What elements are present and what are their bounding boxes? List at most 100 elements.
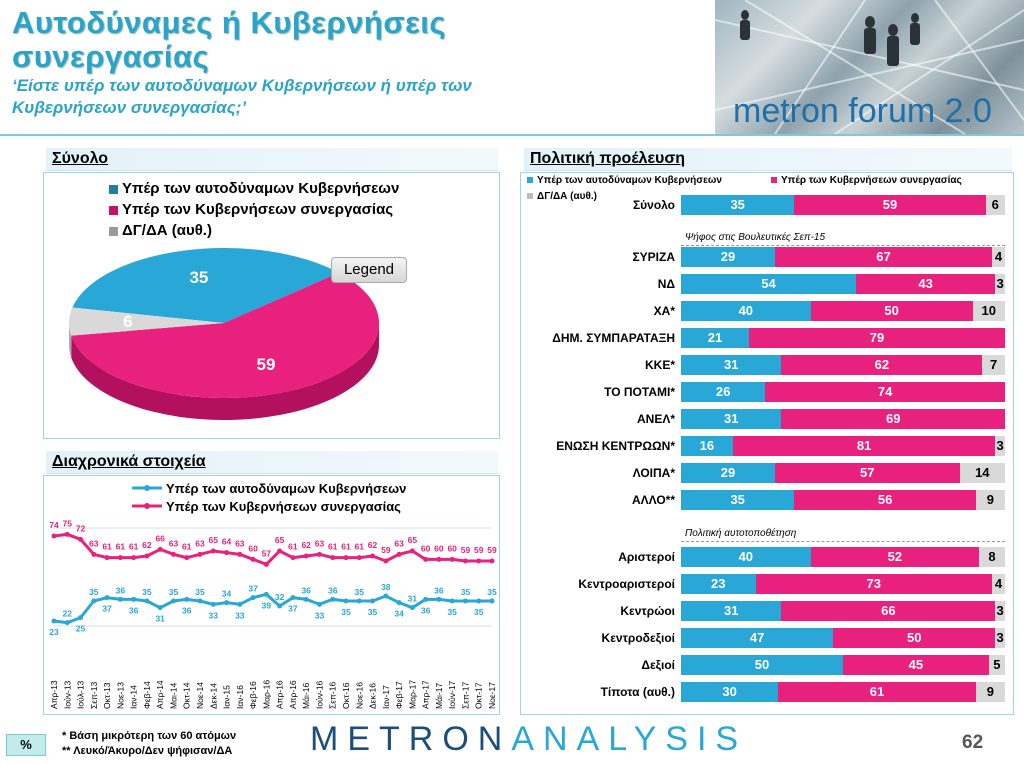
bar-segment-dk: 14 (959, 463, 1005, 483)
brand-banner: metron forum 2.0 (733, 92, 992, 130)
header-divider (0, 134, 1024, 136)
bar-segment-single: 16 (681, 436, 733, 456)
pie-slice-1 (71, 272, 379, 398)
bar-legend-swatch-pink (771, 177, 777, 184)
bar-row: 40 52 8 (681, 547, 1005, 567)
bar-segment-dk: 8 (979, 547, 1005, 567)
pie-legend-dk: ΔΓ/ΔΑ (αυθ.) (109, 222, 212, 239)
bar-row-label: ΚΚΕ* (644, 358, 675, 372)
line-point-1-20 (316, 551, 322, 557)
legend-popup[interactable]: Legend (331, 257, 407, 283)
line-tick-32: Οκτ-17 (474, 682, 484, 709)
line-tick-24: Δεκ-16 (368, 683, 378, 709)
bar-row-label: Τίποτα (αυθ.) (600, 685, 675, 699)
bar-segment-coalition: 79 (749, 328, 1005, 348)
line-point-1-2 (78, 536, 84, 542)
bar-row-label: Κεντροδεξιοί (601, 631, 675, 645)
line-point-1-10 (184, 555, 190, 561)
line-value-0-23: 35 (355, 587, 365, 597)
bar-segment-single: 40 (681, 547, 811, 567)
line-tick-11: Νοε-14 (195, 682, 205, 709)
bar-segment-coalition: 81 (732, 436, 996, 456)
line-tick-18: Απρ-16 (288, 680, 298, 709)
line-tick-16: Μαρ-16 (261, 680, 271, 709)
line-value-1-21: 61 (328, 542, 338, 552)
bar-segment-coalition: 61 (778, 682, 976, 702)
line-value-0-30: 35 (447, 607, 457, 617)
line-value-0-0: 23 (49, 627, 59, 637)
panel-total-title: Σύνολο (52, 150, 109, 167)
line-value-0-16: 39 (262, 600, 272, 610)
line-value-0-8: 31 (155, 614, 165, 624)
bar-row: 29 67 4 (681, 247, 1005, 267)
pie-legend-coalition: Υπέρ των Κυβερνήσεων συνεργασίας (109, 201, 393, 218)
line-value-0-2: 25 (76, 624, 86, 634)
line-value-0-25: 38 (381, 582, 391, 592)
line-point-0-32 (476, 598, 482, 604)
line-chart: Υπέρ των αυτοδύναμων Κυβερνήσεων Υπέρ των… (49, 481, 497, 709)
bar-row-label: Κεντροαριστεροί (578, 577, 675, 591)
bar-segment-coalition: 74 (765, 382, 1005, 402)
line-tick-20: Ιούν-16 (314, 680, 324, 709)
line-value-1-14: 63 (235, 538, 245, 548)
line-point-0-2 (78, 615, 84, 621)
line-point-1-12 (210, 548, 216, 554)
bar-row: 54 43 3 (681, 274, 1005, 294)
line-point-0-8 (157, 605, 163, 611)
bar-row: 23 73 4 (681, 574, 1005, 594)
bar-legend-coalition: Υπέρ των Κυβερνήσεων συνεργασίας (771, 175, 962, 186)
line-value-0-29: 36 (434, 585, 444, 595)
legend-swatch-pink (109, 205, 118, 215)
bar-row: 40 50 10 (681, 301, 1005, 321)
line-value-1-13: 64 (222, 537, 232, 547)
line-value-1-7: 62 (142, 540, 152, 550)
line-point-1-6 (131, 555, 137, 561)
bar-segment-dk: 3 (995, 601, 1005, 621)
line-tick-10: Οκτ-14 (182, 682, 192, 709)
bar-segment-single: 30 (681, 682, 779, 702)
line-tick-5: Νοε-13 (115, 682, 125, 709)
line-value-1-17: 65 (275, 535, 285, 545)
line-tick-25: Ιαν-17 (381, 685, 391, 709)
line-tick-13: Ιαν-15 (222, 685, 232, 709)
line-point-0-6 (131, 596, 137, 602)
bar-segment-single: 50 (681, 655, 843, 675)
bar-group-divider-2 (681, 541, 1005, 542)
bar-legend-swatch-blue (527, 177, 533, 184)
bar-segment-single: 31 (681, 601, 782, 621)
bar-group-title-1: Ψήφος στις Βουλευτικές Σεπ-15 (685, 232, 826, 243)
line-point-0-5 (117, 596, 123, 602)
line-point-1-5 (117, 555, 123, 561)
bar-row: 31 62 7 (681, 355, 1005, 375)
line-point-1-24 (370, 553, 376, 559)
bar-segment-single: 29 (681, 247, 775, 267)
line-value-1-16: 57 (262, 548, 272, 558)
question-line2: Κυβερνήσεων συνεργασίας;’ (12, 98, 247, 117)
line-value-0-20: 33 (315, 610, 325, 620)
line-point-0-10 (184, 596, 190, 602)
panel-political-header: Πολιτική προέλευση (524, 148, 1012, 171)
bar-segment-dk: 7 (982, 355, 1005, 375)
line-point-1-29 (436, 556, 442, 562)
bar-row-label: Κεντρώοι (620, 604, 675, 618)
bar-segment-coalition: 52 (810, 547, 980, 567)
line-point-0-30 (449, 598, 455, 604)
bar-row-label: Δεξιοί (641, 658, 675, 672)
line-tick-3: Σεπ-13 (89, 682, 99, 709)
line-tick-22: Οκτ-16 (341, 682, 351, 709)
line-point-0-33 (489, 598, 495, 604)
line-tick-26: Φεβ-17 (394, 681, 404, 709)
bar-segment-coalition: 57 (774, 463, 960, 483)
bar-segment-single: 54 (681, 274, 856, 294)
line-tick-33: Νοε-17 (487, 682, 497, 709)
line-point-1-25 (383, 558, 389, 564)
bar-row-label: Σύνολο (632, 198, 675, 212)
bar-row-label: ΧΑ* (653, 304, 675, 318)
line-value-1-27: 65 (408, 535, 418, 545)
line-point-0-25 (383, 593, 389, 599)
bar-row: 31 66 3 (681, 601, 1005, 621)
pie-slice-0 (72, 248, 339, 323)
header-photo: metron forum 2.0 (715, 0, 1024, 134)
line-value-0-14: 33 (235, 610, 245, 620)
line-point-0-4 (104, 595, 110, 601)
